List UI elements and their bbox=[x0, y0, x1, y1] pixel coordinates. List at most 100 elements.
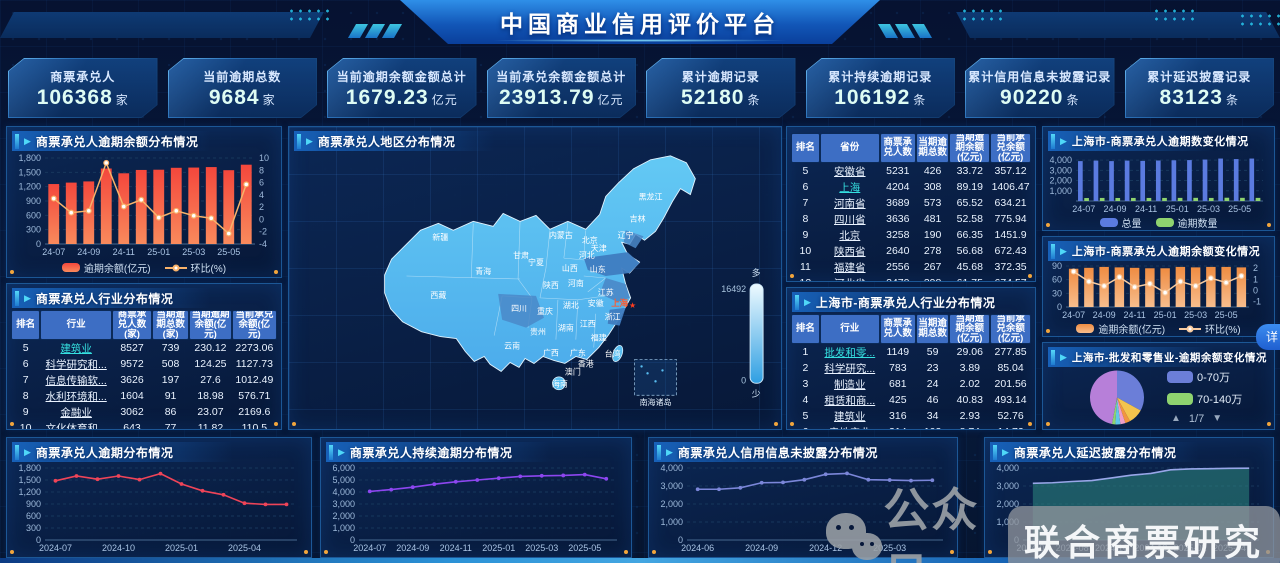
island-hainan[interactable] bbox=[552, 376, 566, 391]
table-row[interactable]: 5 建筑业 316 34 2.93 52.76 bbox=[791, 408, 1031, 424]
chart-legend[interactable]: 逾期余额(亿元) 环比(%) bbox=[7, 260, 281, 275]
sh-overdue-balance-chart[interactable]: 0 30 60 90 -1 0 1 2 24-07 24-09 24-11 25-01 25-03 25-… bbox=[1046, 260, 1271, 321]
chart-legend[interactable]: 总量 逾期数量 bbox=[1043, 215, 1274, 230]
chart-legend[interactable]: 逾期余额(亿元) 环比(%) bbox=[1043, 321, 1274, 336]
pager-down-icon[interactable]: ▼ bbox=[1212, 413, 1223, 424]
svg-text:上海: 上海 bbox=[611, 298, 628, 308]
entity-link[interactable]: 科学研究... bbox=[824, 362, 876, 375]
cell: 2169.6 bbox=[238, 406, 271, 418]
table-row[interactable]: 10 陕西省 2640 278 56.68 672.43 bbox=[791, 243, 1031, 259]
header-cell: 行业 bbox=[40, 310, 113, 340]
legend-item[interactable]: 环比(%) bbox=[164, 260, 226, 275]
pie-slice[interactable] bbox=[1115, 397, 1121, 425]
legend-item[interactable]: 0-70万 bbox=[1167, 369, 1270, 385]
continuous-overdue-chart[interactable]: 0 1,000 2,000 3,000 4,000 5,000 6,000 2024-07 20… bbox=[325, 462, 625, 554]
table-row[interactable]: 4 租赁和商... 425 46 40.83 493.14 bbox=[791, 392, 1031, 408]
svg-text:24-11: 24-11 bbox=[113, 247, 135, 257]
province-shandong[interactable] bbox=[583, 252, 640, 277]
entity-link[interactable]: 制造业 bbox=[834, 378, 866, 391]
entity-link[interactable]: 河北省 bbox=[820, 276, 880, 282]
entity-link[interactable]: 河南省 bbox=[834, 197, 866, 210]
pie-slice[interactable] bbox=[1090, 370, 1117, 425]
entity-link[interactable]: 四川省 bbox=[834, 213, 866, 226]
undisclosed-chart[interactable]: 0 1,000 2,000 3,000 4,000 2024-06 2024-09 2024-… bbox=[653, 462, 951, 554]
cell: 308 bbox=[923, 181, 942, 193]
entity-link[interactable]: 建筑业 bbox=[60, 342, 92, 355]
pie-slice[interactable] bbox=[1117, 397, 1131, 424]
entity-link[interactable]: 上海 bbox=[839, 181, 861, 194]
legend-item[interactable]: 70-140万 bbox=[1167, 391, 1270, 407]
legend-item[interactable]: 逾期数量 bbox=[1155, 215, 1218, 230]
cell: 398 bbox=[916, 277, 950, 281]
table-row[interactable]: 8 四川省 3636 481 52.58 775.94 bbox=[791, 211, 1031, 227]
sh-overdue-count-chart[interactable]: 1,000 2,000 3,000 4,000 24-07 24-09 24-11 25-01… bbox=[1046, 150, 1271, 215]
kpi-card: 累计持续逾期记录 106192 条 bbox=[806, 58, 956, 118]
table-row[interactable]: 6 上海 4204 308 89.19 1406.47 bbox=[791, 179, 1031, 195]
panel-sh-wholesale-pie: ▶ 上海市-批发和零售业-逾期余额变化情况 0-70万 70-140万 ▲ 1/7… bbox=[1042, 342, 1275, 430]
legend-item[interactable]: 逾期余额(亿元) bbox=[1076, 321, 1165, 336]
table-row[interactable]: 9 北京 3258 190 66.35 1451.9 bbox=[791, 227, 1031, 243]
legend-item[interactable]: 环比(%) bbox=[1179, 321, 1241, 336]
pie-slice[interactable] bbox=[1111, 397, 1117, 425]
table-row[interactable]: 6 科学研究和... 9572 508 124.25 1127.73 bbox=[11, 356, 277, 372]
entity-link[interactable]: 水利环境和... bbox=[45, 390, 107, 403]
table-row[interactable]: 10 文化体育和... 643 77 11.82 110.5 bbox=[11, 420, 277, 430]
arrow-right-icon: ▶ bbox=[24, 446, 31, 457]
entity-link[interactable]: 陕西省 bbox=[834, 245, 866, 258]
legend-item[interactable]: 总量 bbox=[1099, 215, 1142, 230]
pager-up-icon[interactable]: ▲ bbox=[1171, 413, 1181, 424]
entity-link[interactable]: 信息传输软... bbox=[45, 374, 107, 387]
cell: 9 bbox=[802, 229, 809, 241]
pie-slice[interactable] bbox=[1117, 397, 1141, 422]
cell: 634.21 bbox=[994, 197, 1027, 209]
pie-slice[interactable] bbox=[1117, 397, 1126, 425]
island-taiwan[interactable] bbox=[611, 344, 625, 363]
province-sichuan[interactable] bbox=[498, 293, 544, 328]
table-row[interactable]: 5 安徽省 5231 426 33.72 357.12 bbox=[791, 163, 1031, 179]
entity-link[interactable]: 福建省 bbox=[834, 261, 866, 274]
table-row[interactable]: 9 金融业 3062 86 23.07 2169.6 bbox=[11, 404, 277, 420]
province-zhejiang[interactable] bbox=[607, 307, 626, 326]
kpi-unit: 亿元 bbox=[597, 93, 624, 107]
pie-legend[interactable]: 0-70万 70-140万 bbox=[1167, 369, 1270, 407]
title-accent bbox=[15, 133, 19, 149]
entity-link[interactable]: 文化体育和... bbox=[45, 422, 107, 430]
pie-slice[interactable] bbox=[1117, 370, 1144, 411]
arrow-right-icon: ▶ bbox=[1060, 245, 1067, 256]
table-row[interactable]: 5 建筑业 8527 739 230.12 2273.06 bbox=[11, 340, 277, 356]
entity-link[interactable]: 建筑业 bbox=[834, 410, 866, 423]
table-row[interactable]: 12河北省247039861.75674.57 bbox=[791, 275, 1031, 282]
detail-button[interactable]: 详 bbox=[1255, 324, 1280, 350]
svg-text:25-05: 25-05 bbox=[1215, 310, 1238, 320]
overdue-balance-chart[interactable]: 0 300 600 900 1,200 1,500 1,800 -4 -2 0 2 4 6 8 10 24-0… bbox=[11, 152, 277, 258]
table-row[interactable]: 2 科学研究... 783 23 3.89 85.04 bbox=[791, 360, 1031, 376]
entity-link[interactable]: 租赁和商... bbox=[824, 394, 876, 407]
overdue-dist-chart[interactable]: 0 300 600 900 1,200 1,500 1,800 2024-07 2024-10 2… bbox=[11, 462, 305, 554]
table-row[interactable]: 1 批发和零... 1149 59 29.06 277.85 bbox=[791, 344, 1031, 360]
table-row[interactable]: 6房地产业3141038.7414.72 bbox=[791, 424, 1031, 430]
table-row[interactable]: 7 信息传输软... 3626 197 27.6 1012.49 bbox=[11, 372, 277, 388]
pie-panel-body: 0-70万 70-140万 ▲ 1/7 ▼ bbox=[1047, 366, 1270, 427]
entity-link[interactable]: 金融业 bbox=[60, 406, 92, 419]
overdue-balance-pie-chart[interactable] bbox=[1047, 366, 1165, 427]
svg-text:4,000: 4,000 bbox=[660, 463, 683, 473]
table-row[interactable]: 3 制造业 681 24 2.02 201.56 bbox=[791, 376, 1031, 392]
entity-link[interactable]: 科学研究和... bbox=[45, 358, 107, 371]
entity-link[interactable]: 房地产业 bbox=[820, 425, 880, 430]
pie-pager: ▲ 1/7 ▼ bbox=[1167, 413, 1270, 425]
table-row[interactable]: 8 水利环境和... 1604 91 18.98 576.71 bbox=[11, 388, 277, 404]
entity-link[interactable]: 批发和零... bbox=[824, 346, 876, 359]
kpi-unit: 条 bbox=[913, 93, 927, 107]
table-row[interactable]: 11 福建省 2556 267 45.68 372.35 bbox=[791, 259, 1031, 275]
entity-link[interactable]: 安徽省 bbox=[834, 165, 866, 178]
table-row[interactable]: 7 河南省 3689 573 65.52 634.21 bbox=[791, 195, 1031, 211]
legend-item[interactable]: 逾期余额(亿元) bbox=[61, 260, 151, 275]
entity-link[interactable]: 北京 bbox=[839, 229, 861, 242]
delayed-disclosure-chart[interactable]: 0 1,000 2,000 3,000 4,000 2024-06 2024-08 2024-… bbox=[989, 462, 1267, 554]
province-jiangsu[interactable] bbox=[599, 278, 630, 302]
cell: 34 bbox=[926, 410, 939, 422]
